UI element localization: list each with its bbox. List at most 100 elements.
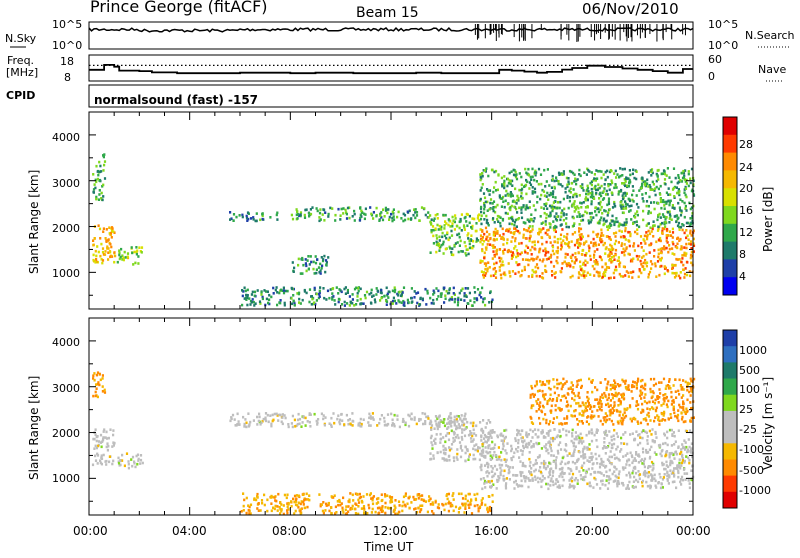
heatmap-cell — [393, 208, 395, 211]
heatmap-cell — [634, 231, 636, 234]
colorbar-swatch — [723, 277, 737, 295]
heatmap-cell — [452, 495, 454, 498]
heatmap-cell — [314, 413, 316, 416]
colorbar-swatch — [723, 170, 737, 188]
heatmap-cell — [675, 440, 677, 443]
heatmap-cell — [392, 302, 394, 305]
heatmap-cell — [323, 297, 325, 300]
heatmap-cell — [491, 470, 493, 473]
heatmap-cell — [318, 216, 320, 219]
heatmap-cell — [545, 202, 547, 205]
heatmap-cell — [292, 261, 294, 264]
heatmap-cell — [485, 215, 487, 218]
heatmap-cell — [486, 463, 488, 466]
heatmap-cell — [537, 232, 539, 235]
heatmap-cell — [678, 429, 680, 432]
heatmap-cell — [97, 178, 99, 181]
heatmap-cell — [518, 484, 520, 487]
heatmap-cell — [441, 503, 443, 506]
heatmap-cell — [556, 416, 558, 419]
heatmap-cell — [647, 185, 649, 188]
heatmap-cell — [650, 433, 652, 436]
heatmap-cell — [431, 424, 433, 427]
heatmap-cell — [473, 454, 475, 457]
heatmap-cell — [556, 387, 558, 390]
heatmap-cell — [495, 250, 497, 253]
heatmap-cell — [509, 193, 511, 196]
heatmap-cell — [607, 211, 609, 214]
heatmap-cell — [526, 436, 528, 439]
heatmap-cell — [273, 292, 275, 295]
heatmap-cell — [680, 478, 682, 481]
heatmap-cell — [505, 190, 507, 193]
heatmap-cell — [666, 475, 668, 478]
heatmap-cell — [635, 404, 637, 407]
freq-unit-label: [MHz] — [6, 66, 38, 79]
heatmap-cell — [322, 287, 324, 290]
heatmap-cell — [564, 256, 566, 259]
heatmap-cell — [648, 465, 650, 468]
heatmap-cell — [689, 382, 691, 385]
heatmap-cell — [105, 431, 107, 434]
heatmap-cell — [566, 226, 568, 229]
heatmap-cell — [638, 226, 640, 229]
heatmap-cell — [558, 444, 560, 447]
heatmap-cell — [637, 258, 639, 261]
heatmap-cell — [646, 432, 648, 435]
heatmap-cell — [611, 439, 613, 442]
heatmap-cell — [583, 270, 585, 273]
heatmap-cell — [622, 275, 624, 278]
heatmap-cell — [498, 257, 500, 260]
heatmap-cell — [608, 475, 610, 478]
heatmap-cell — [625, 454, 627, 457]
heatmap-cell — [486, 441, 488, 444]
heatmap-cell — [486, 475, 488, 478]
heatmap-cell — [492, 257, 494, 260]
heatmap-cell — [598, 197, 600, 200]
heatmap-cell — [597, 271, 599, 274]
heatmap-cell — [443, 227, 445, 230]
heatmap-cell — [615, 475, 617, 478]
heatmap-cell — [624, 185, 626, 188]
heatmap-cell — [454, 419, 456, 422]
heatmap-cell — [459, 292, 461, 295]
heatmap-cell — [582, 476, 584, 479]
heatmap-cell — [298, 502, 300, 505]
heatmap-cell — [246, 304, 248, 307]
heatmap-cell — [398, 511, 400, 514]
heatmap-cell — [482, 430, 484, 433]
heatmap-cell — [481, 287, 483, 290]
heatmap-cell — [341, 413, 343, 416]
heatmap-cell — [109, 455, 111, 458]
heatmap-cell — [375, 293, 377, 296]
heatmap-cell — [247, 504, 249, 507]
heatmap-cell — [560, 435, 562, 438]
heatmap-cell — [323, 255, 325, 258]
heatmap-cell — [628, 481, 630, 484]
heatmap-cell — [532, 176, 534, 179]
heatmap-cell — [467, 458, 469, 461]
heatmap-cell — [635, 430, 637, 433]
heatmap-cell — [550, 480, 552, 483]
heatmap-cell — [96, 374, 98, 377]
heatmap-cell — [302, 493, 304, 496]
heatmap-cell — [587, 199, 589, 202]
heatmap-cell — [639, 442, 641, 445]
heatmap-cell — [454, 439, 456, 442]
heatmap-cell — [582, 236, 584, 239]
heatmap-cell — [551, 186, 553, 189]
heatmap-cell — [535, 400, 537, 403]
heatmap-cell — [594, 471, 596, 474]
heatmap-cell — [612, 384, 614, 387]
heatmap-cell — [520, 449, 522, 452]
heatmap-cell — [354, 213, 356, 216]
heatmap-cell — [552, 421, 554, 424]
heatmap-cell — [606, 446, 608, 449]
heatmap-cell — [662, 486, 664, 489]
heatmap-cell — [443, 301, 445, 304]
heatmap-cell — [673, 408, 675, 411]
heatmap-cell — [502, 440, 504, 443]
heatmap-cell — [454, 421, 456, 424]
heatmap-cell — [667, 167, 669, 170]
heatmap-cell — [640, 263, 642, 266]
